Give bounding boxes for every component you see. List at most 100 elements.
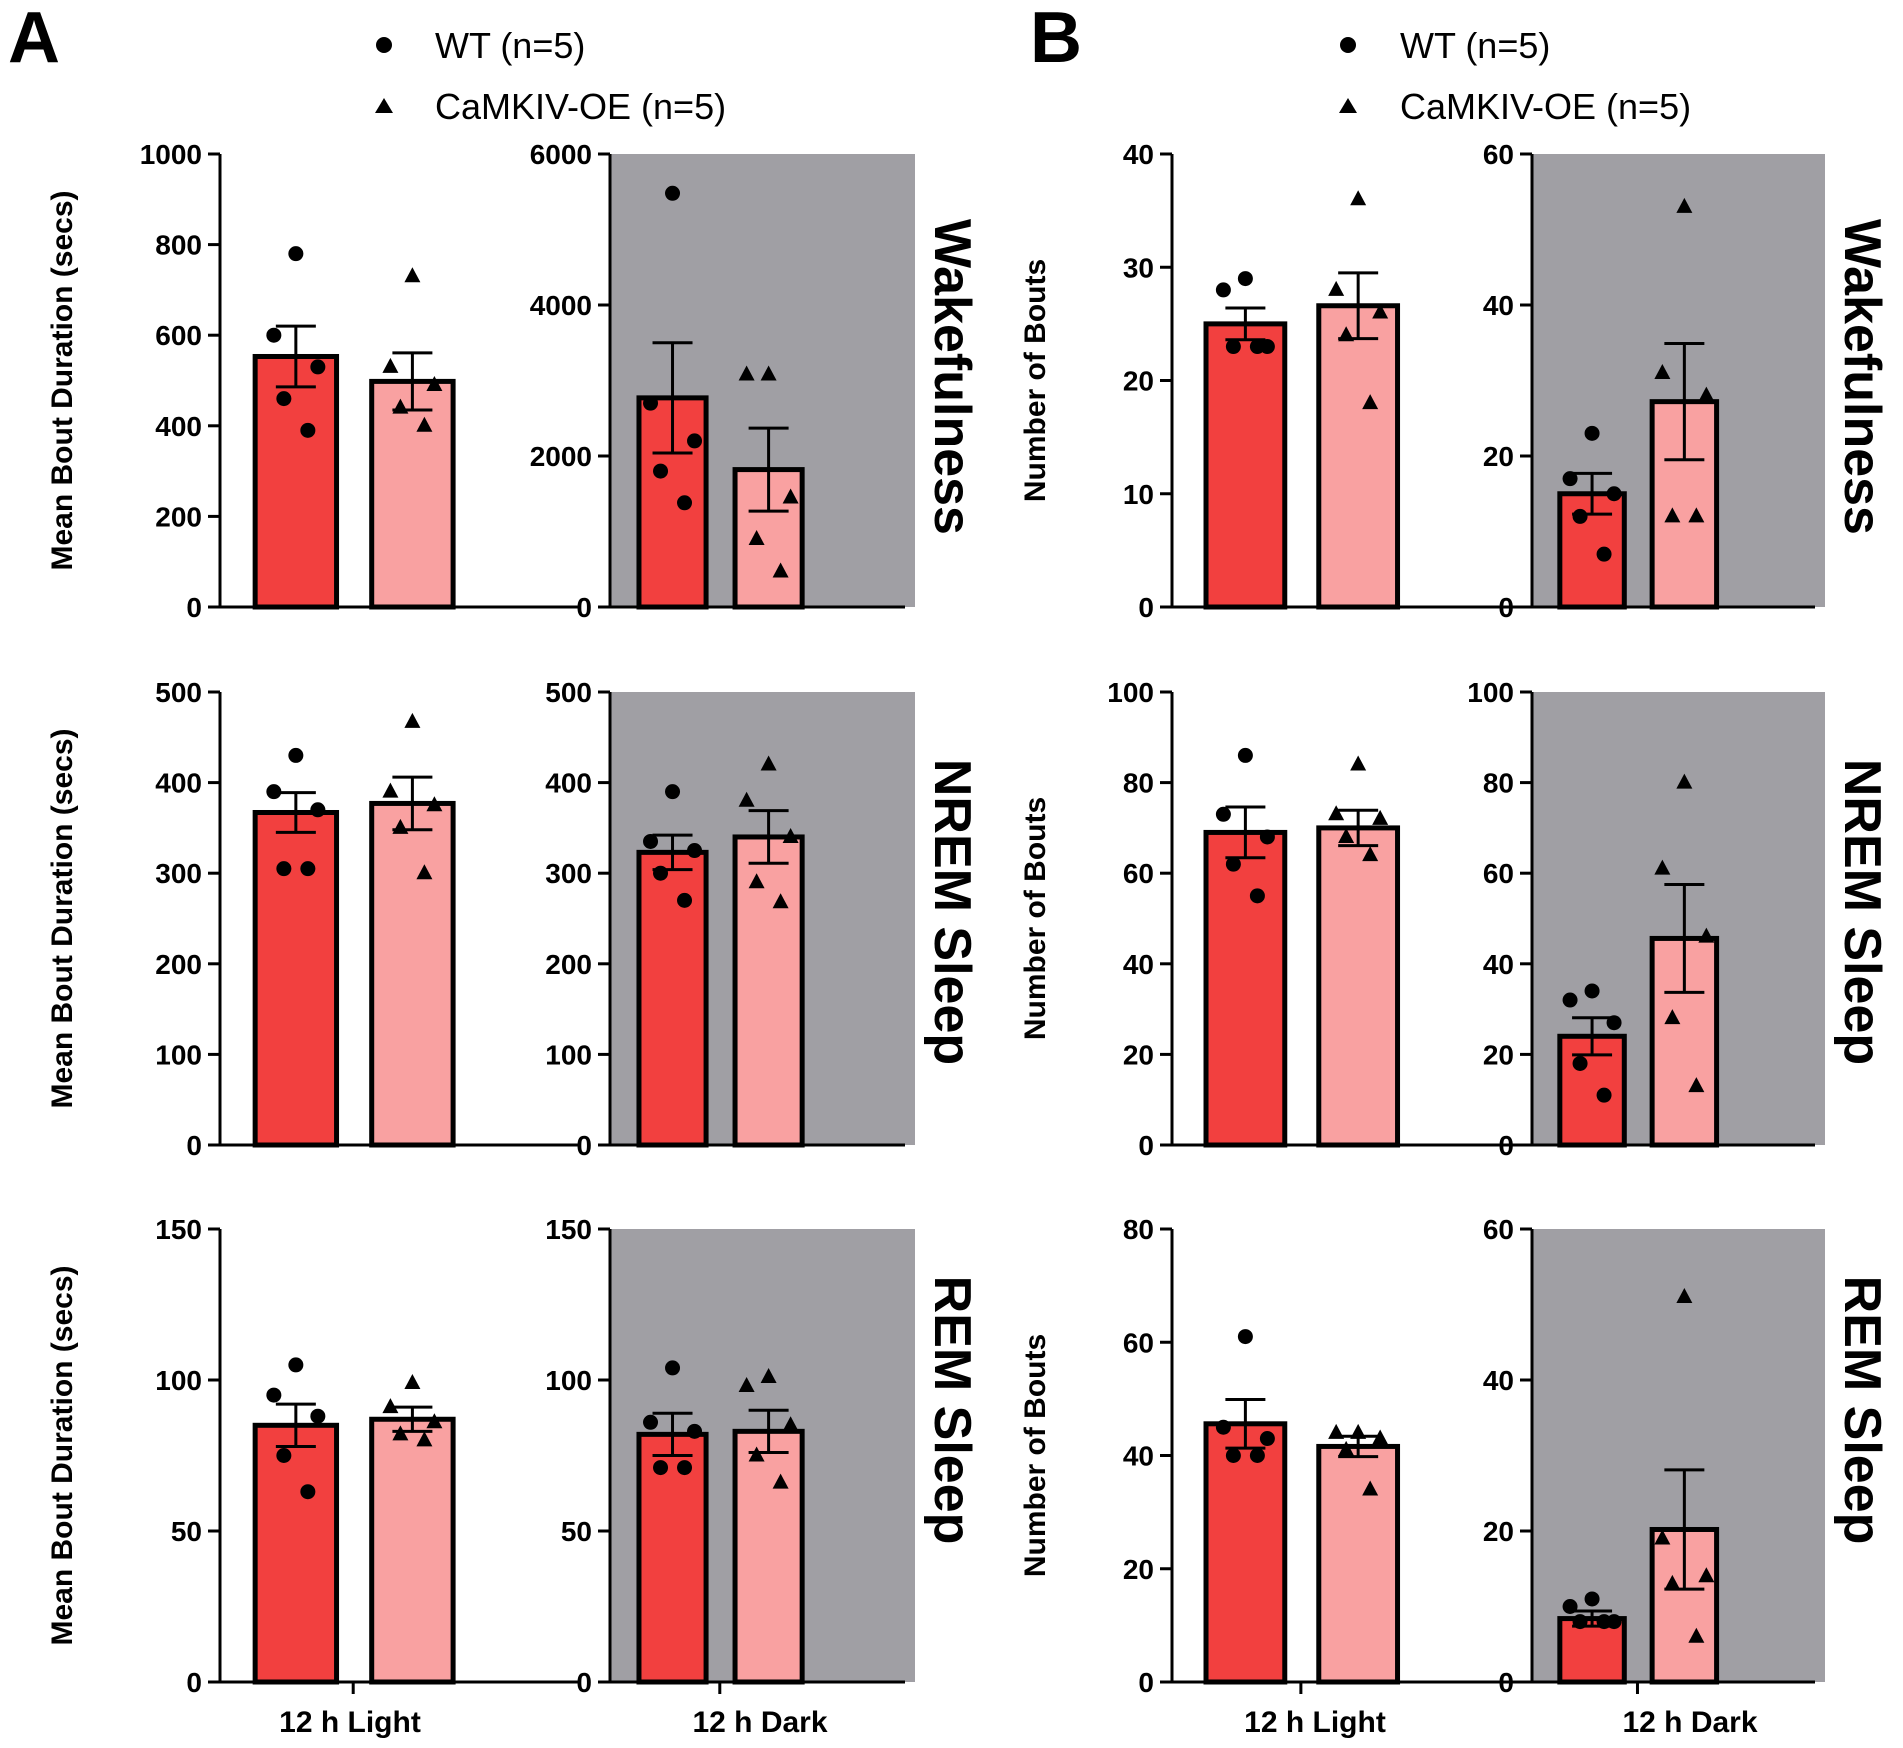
wt-data-point bbox=[687, 1423, 703, 1439]
wt-data-point bbox=[665, 784, 681, 800]
wt-data-point bbox=[643, 1414, 659, 1430]
y-tick-label: 40 bbox=[1123, 949, 1154, 980]
wt-data-point bbox=[300, 1484, 316, 1500]
y-tick-label: 0 bbox=[186, 1130, 202, 1161]
oe-data-point bbox=[426, 376, 443, 392]
wt-data-point bbox=[266, 784, 282, 800]
y-tick-label: 60 bbox=[1123, 858, 1154, 889]
wt-data-point bbox=[665, 185, 681, 201]
y-tick-label: 1000 bbox=[140, 139, 202, 170]
y-tick-label: 40 bbox=[1123, 1441, 1154, 1472]
wt-data-point bbox=[1584, 983, 1600, 999]
wt-data-point bbox=[1237, 1329, 1253, 1345]
oe-bar bbox=[369, 1416, 456, 1685]
wt-data-point bbox=[1237, 747, 1253, 763]
oe-data-point bbox=[772, 893, 789, 909]
subplot-b-wakefulness-light: 0 10 20 30 40 Number of Bouts bbox=[1019, 139, 1520, 623]
wt-data-point bbox=[653, 463, 669, 479]
oe-data-point bbox=[392, 818, 409, 834]
y-tick-label: 400 bbox=[155, 768, 202, 799]
wt-data-point bbox=[1215, 806, 1231, 822]
row-label-a-rem: REM Sleep bbox=[923, 1276, 981, 1545]
oe-data-point bbox=[1688, 1077, 1705, 1093]
wt-data-point bbox=[300, 422, 316, 438]
y-tick-label: 40 bbox=[1123, 139, 1154, 170]
subplot-b-wakefulness-dark: 0 20 40 60 bbox=[1483, 139, 1825, 623]
wt-data-point bbox=[276, 861, 292, 877]
wt-data-point bbox=[1572, 508, 1588, 524]
y-tick-label: 0 bbox=[1498, 592, 1514, 623]
oe-data-point bbox=[1372, 809, 1389, 825]
legend-oe-label: CaMKIV-OE (n=5) bbox=[1400, 86, 1691, 127]
oe-data-point bbox=[1372, 303, 1389, 319]
y-tick-label: 100 bbox=[155, 1365, 202, 1396]
y-tick-label: 0 bbox=[576, 1130, 592, 1161]
y-tick-label: 20 bbox=[1123, 1554, 1154, 1585]
y-axis-title: Number of Bouts bbox=[1019, 797, 1052, 1040]
oe-data-point bbox=[760, 365, 777, 381]
row-label-b-nrem: NREM Sleep bbox=[1833, 759, 1891, 1065]
wt-data-point bbox=[643, 395, 659, 411]
y-axis-title: Mean Bout Duration (secs) bbox=[46, 1265, 79, 1645]
wt-data-point bbox=[1259, 1431, 1275, 1447]
wt-data-point bbox=[1596, 1087, 1612, 1103]
y-tick-label: 100 bbox=[545, 1365, 592, 1396]
oe-data-point bbox=[1328, 1423, 1345, 1439]
oe-bar bbox=[369, 800, 456, 1148]
y-tick-label: 0 bbox=[186, 592, 202, 623]
oe-data-point bbox=[1698, 386, 1715, 402]
legend-a: WT (n=5) CaMKIV-OE (n=5) bbox=[375, 25, 726, 127]
wt-data-point bbox=[1225, 1448, 1241, 1463]
oe-data-point bbox=[1328, 280, 1345, 296]
y-tick-label: 20 bbox=[1483, 1516, 1514, 1547]
wt-data-point bbox=[677, 1460, 693, 1476]
wt-data-point bbox=[1572, 1055, 1588, 1071]
y-tick-label: 40 bbox=[1483, 290, 1514, 321]
y-tick-label: 600 bbox=[155, 320, 202, 351]
y-tick-label: 100 bbox=[1107, 677, 1154, 708]
y-tick-label: 0 bbox=[1138, 592, 1154, 623]
wt-data-point bbox=[1562, 471, 1578, 487]
oe-data-point bbox=[782, 827, 799, 843]
oe-bar bbox=[1316, 303, 1401, 610]
wt-data-point bbox=[1249, 1448, 1265, 1463]
wt-data-point bbox=[1596, 1614, 1612, 1630]
y-tick-label: 60 bbox=[1483, 858, 1514, 889]
wt-data-point bbox=[665, 1360, 681, 1376]
wt-bar bbox=[252, 809, 340, 1148]
row-label-a-wakefulness: Wakefulness bbox=[923, 219, 981, 535]
oe-data-point bbox=[416, 416, 433, 432]
wt-data-point bbox=[643, 833, 659, 849]
y-tick-label: 2000 bbox=[530, 441, 592, 472]
y-tick-label: 200 bbox=[155, 501, 202, 532]
wt-data-point bbox=[653, 1460, 669, 1476]
oe-data-point bbox=[382, 782, 399, 798]
y-tick-label: 60 bbox=[1123, 1327, 1154, 1358]
oe-bar bbox=[732, 1428, 805, 1685]
oe-data-point bbox=[382, 357, 399, 373]
oe-data-point bbox=[760, 755, 777, 771]
oe-data-point bbox=[382, 1398, 399, 1414]
xcat-a-dark: 12 h Dark bbox=[692, 1706, 827, 1739]
wt-data-point bbox=[1225, 856, 1241, 872]
wt-data-point bbox=[276, 1448, 292, 1463]
row-label-b-rem: REM Sleep bbox=[1833, 1276, 1891, 1545]
wt-data-point bbox=[1237, 271, 1253, 287]
wt-bar bbox=[636, 849, 709, 1148]
oe-bar bbox=[369, 378, 456, 610]
oe-data-point bbox=[748, 530, 765, 546]
oe-data-point bbox=[1372, 1429, 1389, 1445]
row-label-a-nrem: NREM Sleep bbox=[923, 759, 981, 1065]
wt-data-point bbox=[677, 495, 693, 511]
wt-data-point bbox=[1215, 282, 1231, 298]
y-tick-label: 200 bbox=[155, 949, 202, 980]
row-label-b-wakefulness: Wakefulness bbox=[1833, 219, 1891, 535]
y-tick-label: 300 bbox=[545, 858, 592, 889]
subplot-a-rem-sleep-dark: 0 50 100 150 bbox=[545, 1214, 915, 1698]
oe-data-point bbox=[1664, 507, 1681, 523]
wt-data-point bbox=[1249, 339, 1265, 355]
oe-data-point bbox=[738, 365, 755, 381]
wt-data-point bbox=[1584, 1591, 1600, 1607]
oe-data-point bbox=[1664, 1574, 1681, 1590]
subplot-b-rem-sleep-dark: 0 20 40 60 bbox=[1483, 1214, 1825, 1698]
